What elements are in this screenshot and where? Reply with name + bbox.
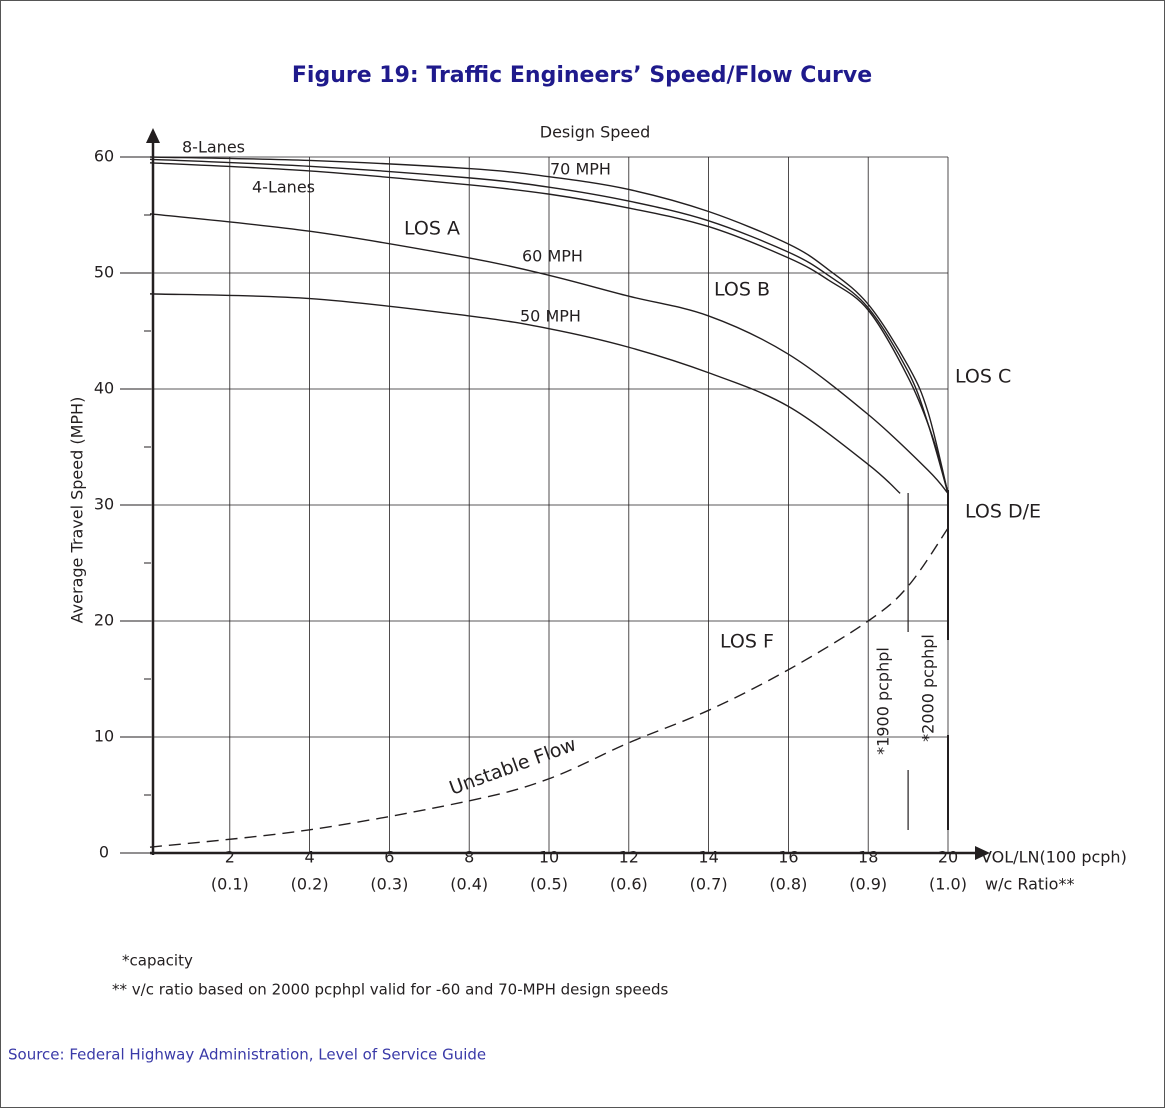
- footnote: ** v/c ratio based on 2000 pcphpl valid …: [112, 981, 668, 999]
- annotation: LOS A: [404, 218, 460, 240]
- y-tick-label: 10: [94, 727, 114, 746]
- x-axis-arrow: [975, 846, 990, 860]
- y-tick-label: 30: [94, 495, 114, 514]
- x-tick-label: 6: [384, 848, 394, 867]
- x2-tick-label: (0.8): [769, 875, 807, 894]
- x-axis-label: VOL/LN(100 pcph): [981, 848, 1127, 867]
- y-tick-label: 40: [94, 379, 114, 398]
- x2-tick-label: (0.3): [370, 875, 408, 894]
- x2-tick-label: (0.7): [690, 875, 728, 894]
- annotation: LOS F: [720, 631, 774, 653]
- source: Source: Federal Highway Administration, …: [8, 1046, 486, 1064]
- annotation: *1900 pcphpl: [874, 647, 893, 755]
- annotation: LOS B: [714, 279, 770, 301]
- x2-tick-label: (0.4): [450, 875, 488, 894]
- footnote: *capacity: [122, 952, 193, 970]
- dashed-curve: [149, 527, 949, 848]
- x2-tick-label: (0.1): [211, 875, 249, 894]
- x-tick-label: 2: [225, 848, 235, 867]
- annotation: LOS C: [955, 366, 1011, 388]
- annotation: 4-Lanes: [252, 178, 315, 197]
- annotation: 70 MPH: [550, 160, 611, 179]
- y-tick-label: 20: [94, 611, 114, 630]
- annotation: LOS D/E: [965, 501, 1041, 523]
- x2-tick-label: (0.9): [849, 875, 887, 894]
- y-axis-arrow: [146, 128, 160, 143]
- chart-title: Figure 19: Traffic Engineers’ Speed/Flow…: [292, 63, 872, 88]
- curve: [149, 213, 949, 494]
- y-tick-label: 50: [94, 263, 114, 282]
- curve: [149, 293, 901, 494]
- curve: [149, 162, 949, 494]
- x2-tick-label: (0.2): [291, 875, 329, 894]
- y-tick-label: 0: [99, 843, 109, 862]
- x-tick-label: 4: [305, 848, 315, 867]
- x2-axis-label: w/c Ratio**: [985, 875, 1074, 894]
- annotation: 50 MPH: [520, 307, 581, 326]
- annotation: *2000 pcphpl: [919, 634, 938, 742]
- y-axis-label: Average Travel Speed (MPH): [68, 397, 87, 624]
- curve: [149, 156, 949, 494]
- annotation: 60 MPH: [522, 247, 583, 266]
- y-tick-label: 60: [94, 147, 114, 166]
- annotation: 8-Lanes: [182, 138, 245, 157]
- x2-tick-label: (1.0): [929, 875, 967, 894]
- x-tick-label: 8: [464, 848, 474, 867]
- x2-tick-label: (0.6): [610, 875, 648, 894]
- annotation: Design Speed: [540, 123, 650, 142]
- curve: [149, 158, 949, 494]
- x2-tick-label: (0.5): [530, 875, 568, 894]
